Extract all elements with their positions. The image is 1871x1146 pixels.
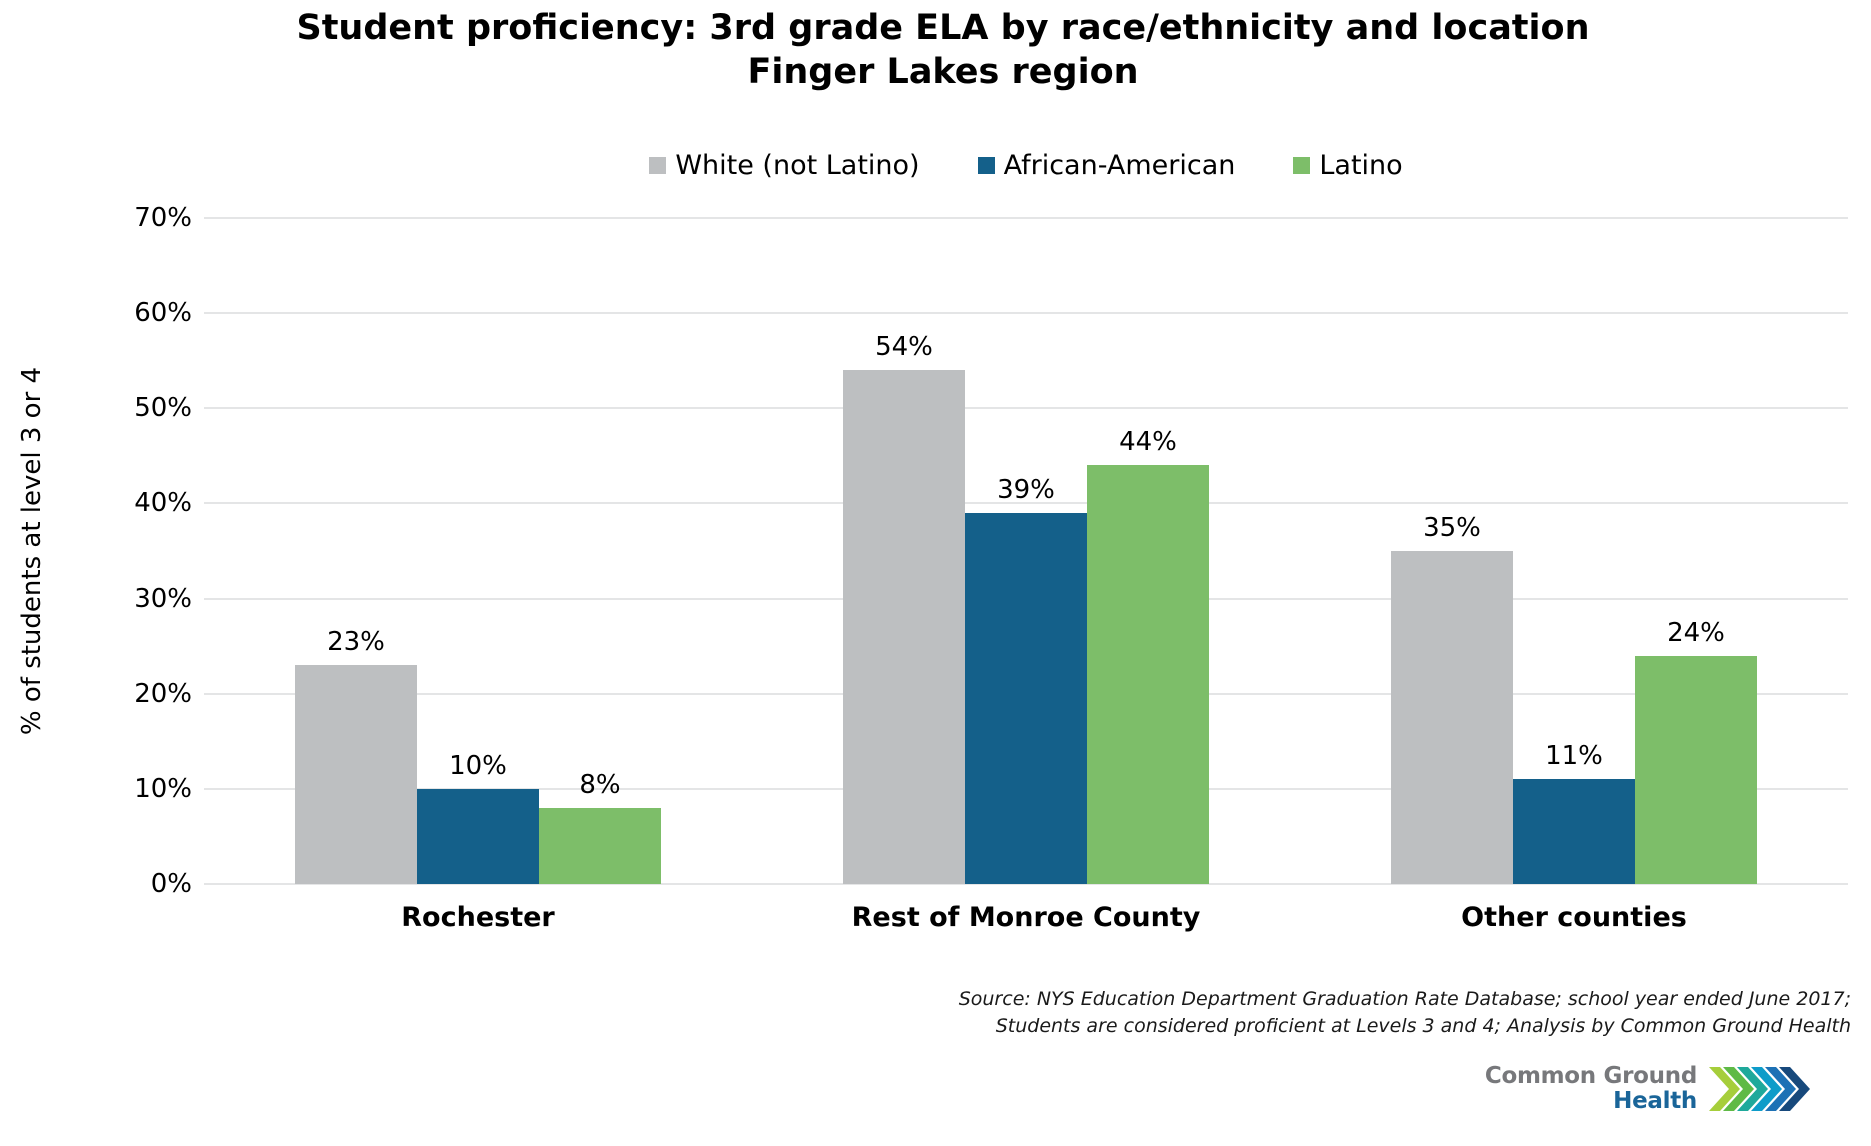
logo-text: Common Ground Health (1485, 1064, 1697, 1114)
bar-value-other-counties-white-not-latino: 35% (1423, 513, 1481, 543)
y-tick-40: 40% (134, 488, 192, 519)
source-note: Source: NYS Education Department Graduat… (959, 986, 1851, 1040)
source-note-line1: Source: NYS Education Department Graduat… (958, 988, 1851, 1010)
bar-value-other-counties-latino: 24% (1667, 617, 1725, 648)
y-tick-30: 30% (134, 583, 192, 614)
bar-rest-of-monroe-county-african-american (965, 512, 1087, 884)
y-tick-60: 60% (134, 298, 192, 329)
chart-title: Student proficiency: 3rd grade ELA by ra… (83, 6, 1803, 94)
gridline-40 (204, 502, 1848, 505)
legend-swatch-african-american (977, 157, 995, 174)
logo-text-common-ground: Common Ground (1484, 1063, 1697, 1089)
bar-other-counties-latino (1635, 655, 1757, 884)
x-label-other-counties: Other counties (1461, 902, 1687, 933)
source-note-line2: Students are considered proficient at Le… (995, 1015, 1851, 1037)
legend-item-latino: Latino (1293, 150, 1403, 181)
chart-title-line2: Finger Lakes region (747, 52, 1139, 92)
logo-text-health: Health (1613, 1088, 1697, 1114)
legend-item-white-not-latino: White (not Latino) (649, 150, 920, 181)
bar-value-rochester-latino: 8% (579, 769, 621, 800)
gridline-70 (204, 217, 1848, 219)
bar-rochester-african-american (417, 788, 539, 884)
legend-label-latino: Latino (1319, 150, 1403, 181)
gridline-50 (204, 407, 1848, 410)
bar-value-rest-of-monroe-county-african-american: 39% (997, 474, 1055, 505)
bar-other-counties-white-not-latino (1391, 551, 1513, 884)
bar-value-rest-of-monroe-county-latino: 44% (1119, 427, 1177, 458)
y-tick-20: 20% (134, 678, 192, 709)
legend-item-african-american: African-American (977, 150, 1236, 181)
bar-value-rochester-white-not-latino: 23% (327, 627, 385, 658)
chart-title-line1: Student proficiency: 3rd grade ELA by ra… (296, 8, 1590, 48)
legend-label-african-american: African-American (1003, 150, 1236, 181)
bar-value-rest-of-monroe-county-white-not-latino: 54% (875, 332, 933, 363)
gridline-60 (204, 312, 1848, 315)
gridline-0 (204, 883, 1848, 885)
bar-rochester-latino (539, 807, 661, 884)
legend: White (not Latino) African-American Latino (204, 150, 1848, 181)
logo: Common Ground Health (1485, 1064, 1815, 1114)
plot-area: 23% 10% 8% 54% 39% 44% 35% 11% 24% (204, 217, 1848, 885)
x-label-rest-of-monroe-county: Rest of Monroe County (851, 902, 1201, 933)
y-tick-10: 10% (134, 773, 192, 804)
bar-rest-of-monroe-county-latino (1087, 465, 1209, 884)
y-tick-0: 0% (150, 869, 192, 899)
logo-chevrons-icon (1709, 1067, 1810, 1111)
y-tick-50: 50% (134, 393, 192, 424)
bar-value-rochester-african-american: 10% (449, 750, 507, 781)
bar-other-counties-african-american (1513, 779, 1635, 884)
bar-value-other-counties-african-american: 11% (1545, 741, 1603, 772)
bar-rest-of-monroe-county-white-not-latino (843, 370, 965, 884)
legend-label-white-not-latino: White (not Latino) (675, 150, 920, 181)
y-tick-70: 70% (134, 203, 192, 233)
legend-swatch-white-not-latino (649, 157, 667, 174)
bar-rochester-white-not-latino (295, 665, 417, 884)
legend-swatch-latino (1293, 157, 1311, 174)
x-label-rochester: Rochester (401, 902, 555, 933)
